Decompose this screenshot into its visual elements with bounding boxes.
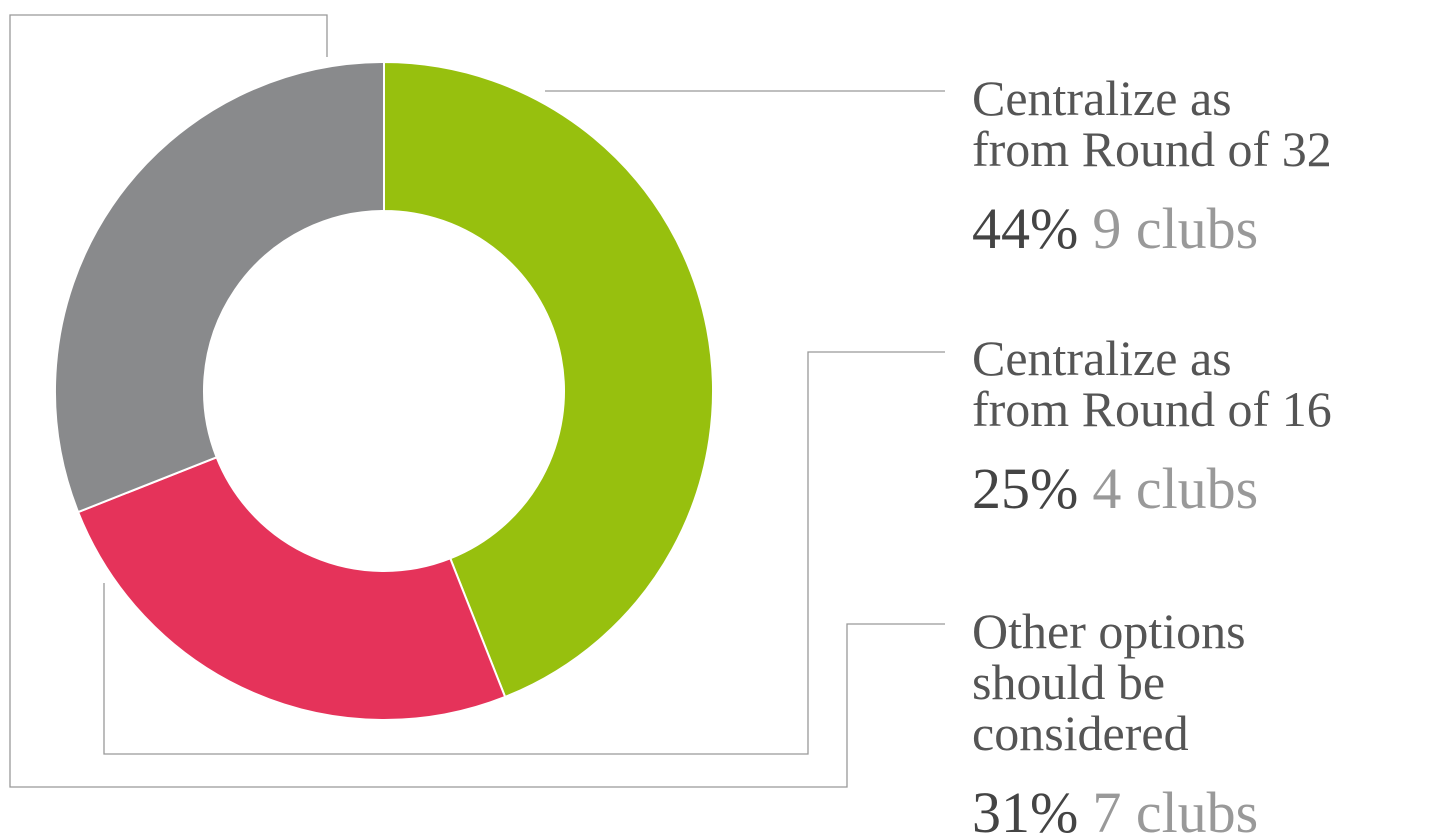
legend-value: 31% 7 clubs	[972, 780, 1258, 835]
percent-label: 44%	[972, 196, 1078, 261]
count-label: 4 clubs	[1092, 456, 1258, 521]
legend-label: considered	[972, 705, 1189, 761]
legend-value: 44% 9 clubs	[972, 196, 1258, 261]
donut-slice	[76, 455, 507, 721]
donut-slice	[54, 60, 385, 514]
count-label: 9 clubs	[1092, 196, 1258, 261]
legend-label: should be	[972, 654, 1165, 710]
percent-label: 31%	[972, 780, 1078, 835]
legend-label: from Round of 16	[972, 381, 1332, 437]
legend-label: Other options	[972, 603, 1246, 659]
donut-slice	[383, 60, 714, 699]
count-label: 7 clubs	[1092, 780, 1258, 835]
legend-label: Centralize as	[972, 330, 1232, 386]
percent-label: 25%	[972, 456, 1078, 521]
legend-label: from Round of 32	[972, 121, 1332, 177]
legend-value: 25% 4 clubs	[972, 456, 1258, 521]
leader-line	[103, 351, 945, 755]
legend-label: Centralize as	[972, 70, 1232, 126]
leader-line	[9, 14, 945, 788]
